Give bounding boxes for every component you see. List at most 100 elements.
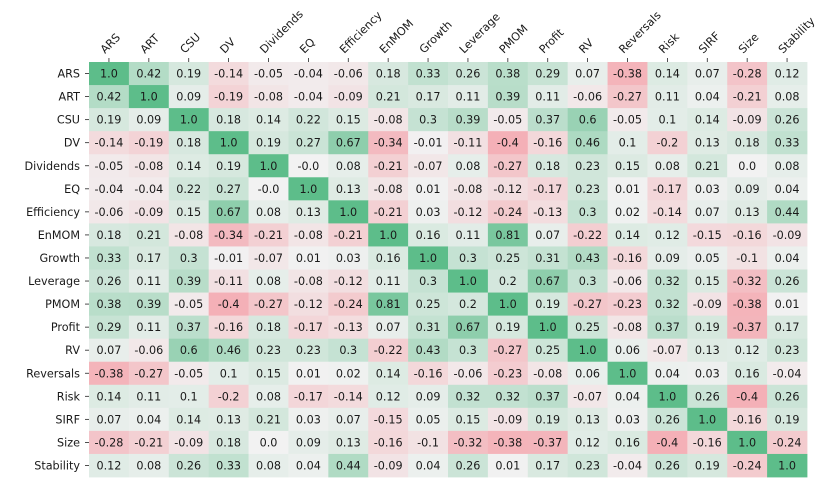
y-tick-label-rv: RV [65,344,80,357]
cell-value-pmom-risk: 0.32 [655,298,680,311]
heatmap-cell-stability-csu [168,453,210,478]
heatmap-cell-enmom-risk [647,223,688,247]
cell-value-art-sirf: 0.04 [695,91,720,104]
heatmap-cell-growth-csu [168,246,210,270]
heatmap-cell-dv-dv [208,131,249,155]
heatmap-cell-eq-art [128,177,170,201]
heatmap-cell-dividends-profit [527,154,569,178]
heatmap-cell-size-leverage [448,430,489,455]
heatmap-cell-pmom-csu [168,292,210,317]
heatmap-cell-reversals-sirf [687,361,728,386]
cell-value-stability-ars: 0.12 [96,459,121,472]
cell-value-eq-leverage: -0.08 [453,183,482,196]
heatmap-cell-ars-growth [408,62,449,86]
cell-value-risk-ars: 0.14 [96,390,121,403]
heatmap-cell-rv-risk [647,338,688,363]
cell-value-enmom-ars: 0.18 [96,229,121,242]
x-tick-label-rv: RV [577,36,597,56]
cell-value-dv-ars: -0.14 [94,137,123,150]
heatmap-cell-size-rv [567,430,608,455]
cell-value-sirf-pmom: -0.09 [493,413,522,426]
cell-value-efficiency-dividends: 0.08 [256,206,281,219]
heatmap-cell-csu-size [727,108,768,132]
cell-value-leverage-art: 0.11 [136,275,161,288]
cell-value-growth-rv: 0.43 [575,252,600,265]
heatmap-cell-efficiency-rv [567,200,608,224]
heatmap-cell-dividends-ars [89,154,130,178]
cell-value-dividends-stability: 0.08 [775,160,800,173]
cell-value-eq-reversals: 0.01 [615,183,640,196]
cell-value-enmom-stability: -0.09 [773,229,802,242]
heatmap-cell-dividends-art [128,154,170,178]
heatmap-cell-eq-leverage [448,177,489,201]
heatmap-cell-csu-rv [567,108,608,132]
y-tick-label-stability: Stability [34,459,80,472]
heatmap-cell-reversals-size [727,361,768,386]
cell-value-size-sirf: -0.16 [693,436,722,449]
cell-value-pmom-dividends: -0.27 [254,298,283,311]
cell-value-stability-sirf: 0.19 [695,459,720,472]
heatmap-cell-pmom-leverage [448,292,489,317]
cell-value-eq-stability: 0.04 [775,183,800,196]
heatmap-cell-leverage-pmom [487,269,529,293]
cell-value-size-dividends: 0.0 [260,436,278,449]
heatmap-cell-dv-size [727,131,768,155]
cell-value-art-ars: 0.42 [96,91,121,104]
heatmap-cell-efficiency-efficiency [328,200,369,224]
heatmap-cell-size-eq [288,430,329,455]
cell-value-dv-art: -0.19 [134,137,163,150]
heatmap-cell-enmom-growth [408,223,449,247]
cell-value-growth-pmom: 0.25 [495,252,520,265]
heatmap-cell-enmom-profit [527,223,569,247]
x-tick-label-dv: DV [218,35,239,56]
cell-value-risk-growth: 0.09 [416,390,441,403]
cell-value-efficiency-ars: -0.06 [94,206,123,219]
y-tick-label-sirf: SIRF [55,413,80,426]
heatmap-cell-leverage-csu [168,269,210,293]
heatmap-cell-enmom-rv [567,223,608,247]
cell-value-stability-leverage: 0.26 [455,459,480,472]
cell-value-growth-risk: 0.09 [655,252,680,265]
heatmap-cell-leverage-dv [208,269,249,293]
heatmap-cell-ars-reversals [607,62,648,86]
cell-value-rv-efficiency: 0.3 [339,344,357,357]
heatmap-cell-sirf-sirf [687,407,728,432]
cell-value-leverage-reversals: -0.06 [613,275,642,288]
cell-value-ars-leverage: 0.26 [455,68,480,81]
heatmap-cell-rv-size [727,338,768,363]
heatmap-cell-sirf-enmom [368,407,409,432]
heatmap-cell-eq-reversals [607,177,648,201]
cell-value-rv-profit: 0.25 [535,344,560,357]
heatmap-cell-sirf-stability [767,407,808,432]
heatmap-cell-dividends-sirf [687,154,728,178]
heatmap-cell-eq-efficiency [328,177,369,201]
x-tick-label-eq: EQ [297,36,318,57]
heatmap-cell-csu-art [128,108,170,132]
cell-value-art-csu: 0.09 [176,91,201,104]
heatmap-cell-reversals-pmom [487,361,529,386]
heatmap-cell-art-dv [208,85,249,109]
heatmap-cell-enmom-sirf [687,223,728,247]
heatmap-cell-ars-enmom [368,62,409,86]
cell-value-leverage-size: -0.32 [733,275,762,288]
heatmap-cell-dividends-reversals [607,154,648,178]
cell-value-enmom-growth: 0.16 [416,229,441,242]
heatmap-cell-enmom-dv [208,223,249,247]
cell-value-ars-rv: 0.07 [575,68,600,81]
heatmap-cell-csu-leverage [448,108,489,132]
heatmap-cell-risk-csu [168,384,210,409]
cell-value-reversals-ars: -0.38 [94,367,123,380]
cell-value-leverage-leverage: 1.0 [459,275,477,288]
heatmap-cell-stability-ars [89,453,130,478]
heatmap-cell-sirf-eq [288,407,329,432]
cell-value-risk-sirf: 0.26 [695,390,720,403]
cell-value-profit-enmom: 0.07 [376,321,401,334]
cell-value-pmom-leverage: 0.2 [459,298,477,311]
heatmap-cell-stability-size [727,453,768,478]
heatmap-cell-dv-efficiency [328,131,369,155]
cell-value-enmom-profit: 0.07 [535,229,560,242]
heatmap-cell-dv-ars [89,131,130,155]
heatmap-cell-reversals-eq [288,361,329,386]
cell-value-sirf-eq: 0.03 [296,413,321,426]
heatmap-cell-dividends-stability [767,154,808,178]
